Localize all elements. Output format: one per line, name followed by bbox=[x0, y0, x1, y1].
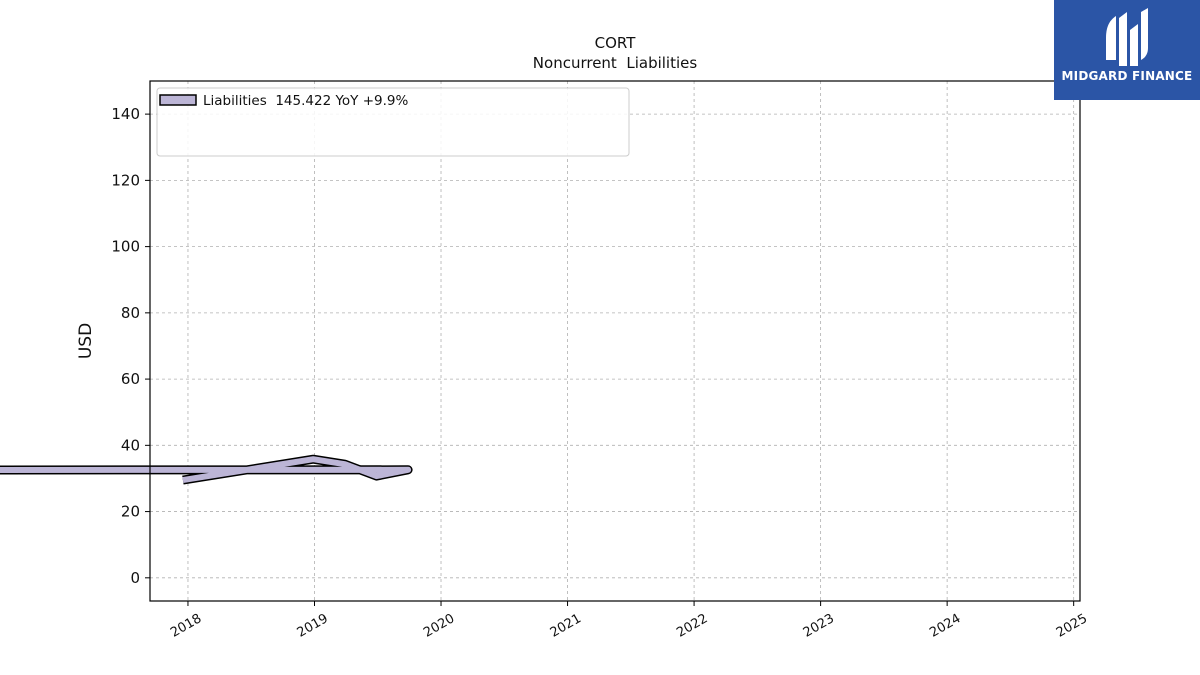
legend: Liabilities 145.422 YoY +9.9% bbox=[156, 87, 630, 157]
legend-label: Liabilities 145.422 YoY +9.9% bbox=[203, 93, 408, 109]
x-tick-label: 2022 bbox=[674, 611, 710, 641]
y-axis-label: USD bbox=[76, 323, 96, 359]
x-tick-label: 2018 bbox=[168, 611, 204, 641]
y-tick-label: 100 bbox=[111, 238, 140, 256]
brand-name: MIDGARD FINANCE bbox=[1061, 69, 1193, 83]
brand-logo: MIDGARD FINANCE bbox=[1054, 0, 1200, 100]
x-tick-label: 2020 bbox=[421, 611, 457, 641]
x-tick-label: 2024 bbox=[927, 611, 963, 641]
y-tick-label: 40 bbox=[121, 436, 140, 454]
y-axis: 0 20 40 60 80 100 120 140 bbox=[111, 105, 150, 587]
y-tick-label: 0 bbox=[130, 569, 140, 587]
x-tick-label: 2025 bbox=[1054, 611, 1090, 641]
y-tick-label: 80 bbox=[121, 304, 140, 322]
y-tick-label: 120 bbox=[111, 171, 140, 189]
legend-box bbox=[156, 87, 630, 157]
series-layer bbox=[0, 454, 413, 485]
y-tick-label: 60 bbox=[121, 370, 140, 388]
plot-frame bbox=[149, 80, 1081, 602]
x-axis: 2018 2019 2020 2021 2022 2023 2024 2025 bbox=[168, 601, 1090, 641]
x-tick-label: 2019 bbox=[295, 611, 331, 641]
series-line-1 bbox=[0, 454, 413, 485]
midgard-logo-icon bbox=[1106, 8, 1148, 66]
x-tick-label: 2021 bbox=[548, 611, 584, 641]
chart-title: CORT bbox=[595, 34, 637, 52]
chart-subtitle: Noncurrent Liabilities bbox=[533, 54, 698, 72]
legend-swatch bbox=[159, 94, 197, 106]
y-tick-label: 20 bbox=[121, 503, 140, 521]
y-tick-label: 140 bbox=[111, 105, 140, 123]
grid-lines bbox=[150, 81, 1080, 601]
x-tick-label: 2023 bbox=[801, 611, 837, 641]
